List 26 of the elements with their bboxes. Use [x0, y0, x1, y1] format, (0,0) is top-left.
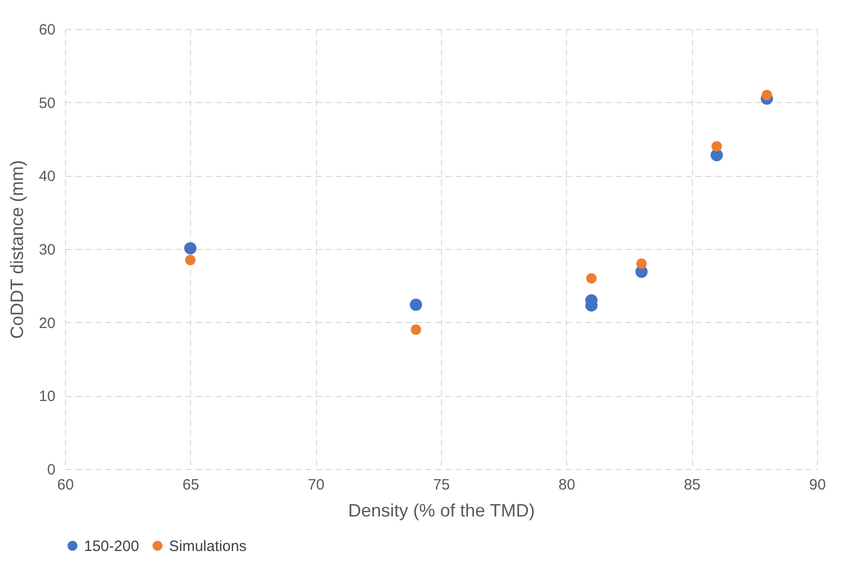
y-tick-label: 40 [38, 168, 56, 186]
point [711, 141, 722, 152]
x-tick-label: 75 [433, 476, 450, 494]
legend-label: Simulations [169, 538, 247, 555]
point [586, 273, 597, 284]
legend-label: 150-200 [84, 538, 140, 555]
x-tick-label: 80 [558, 476, 576, 494]
point [410, 324, 422, 335]
x-tick-label: 85 [684, 476, 701, 494]
y-tick-label: 50 [38, 94, 56, 112]
point [184, 242, 196, 254]
x-tick-label: 60 [57, 476, 74, 494]
x-tick-label: 90 [809, 476, 826, 494]
y-tick-label: 20 [38, 314, 56, 332]
point [410, 298, 422, 311]
x-axis-title: Density (% of the TMD) [348, 500, 535, 520]
y-tick-label: 60 [38, 22, 56, 38]
y-tick-label: 0 [47, 462, 56, 478]
x-tick-label: 70 [308, 476, 325, 494]
point [636, 258, 647, 269]
point [762, 90, 772, 100]
y-tick-label: 10 [38, 388, 56, 406]
y-axis-title: CoDDT distance (mm) [6, 160, 27, 339]
point [185, 254, 196, 266]
y-tick-label: 30 [38, 242, 56, 258]
x-tick-label: 65 [182, 476, 200, 494]
